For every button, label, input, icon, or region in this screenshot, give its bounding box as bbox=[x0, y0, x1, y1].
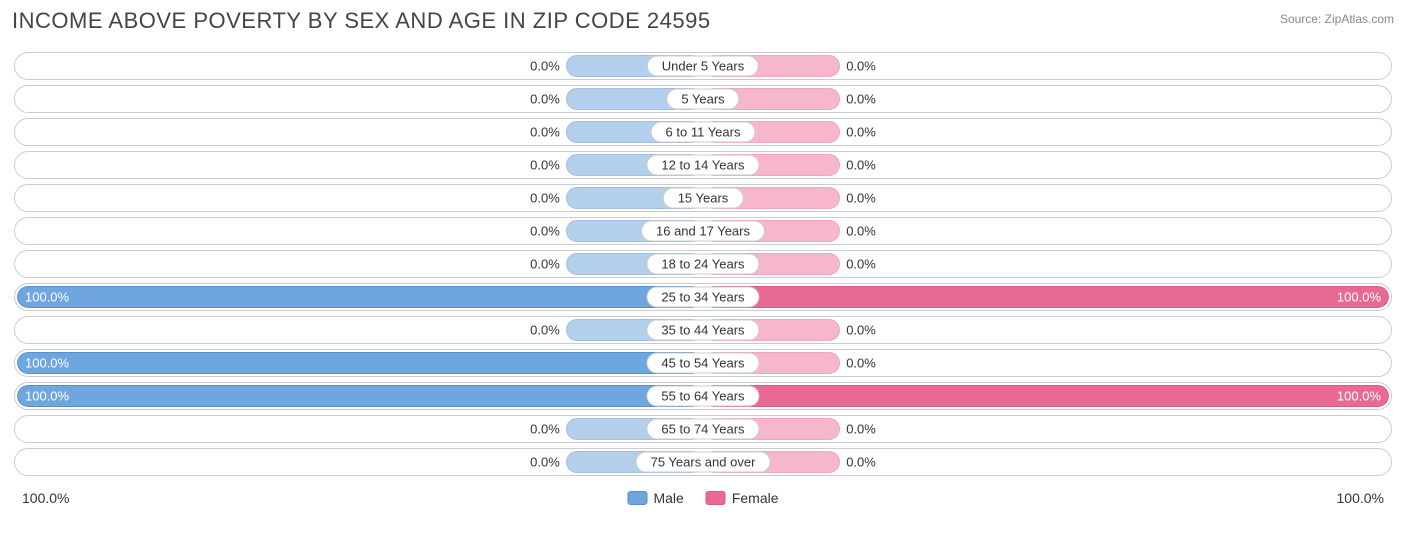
table-row: 0.0% 0.0% 75 Years and over bbox=[14, 448, 1392, 476]
table-row: 0.0% 0.0% 5 Years bbox=[14, 85, 1392, 113]
table-row: 0.0% 0.0% 6 to 11 Years bbox=[14, 118, 1392, 146]
female-bar bbox=[703, 385, 1389, 407]
female-value: 0.0% bbox=[846, 356, 876, 371]
chart-container: INCOME ABOVE POVERTY BY SEX AND AGE IN Z… bbox=[0, 0, 1406, 559]
age-label: 6 to 11 Years bbox=[651, 122, 756, 143]
table-row: 0.0% 0.0% 18 to 24 Years bbox=[14, 250, 1392, 278]
female-value: 0.0% bbox=[846, 191, 876, 206]
female-value: 0.0% bbox=[846, 224, 876, 239]
female-bar bbox=[703, 286, 1389, 308]
male-value: 100.0% bbox=[25, 356, 69, 371]
female-value: 0.0% bbox=[846, 59, 876, 74]
male-value: 100.0% bbox=[25, 290, 69, 305]
age-label: 45 to 54 Years bbox=[646, 353, 759, 374]
male-bar bbox=[17, 385, 703, 407]
age-label: 5 Years bbox=[666, 89, 739, 110]
male-value: 0.0% bbox=[530, 455, 560, 470]
table-row: 0.0% 0.0% Under 5 Years bbox=[14, 52, 1392, 80]
chart-header: INCOME ABOVE POVERTY BY SEX AND AGE IN Z… bbox=[12, 8, 1394, 34]
axis-label-left: 100.0% bbox=[22, 490, 69, 506]
age-label: 18 to 24 Years bbox=[646, 254, 759, 275]
male-bar bbox=[17, 352, 703, 374]
table-row: 0.0% 0.0% 12 to 14 Years bbox=[14, 151, 1392, 179]
male-value: 0.0% bbox=[530, 323, 560, 338]
female-value: 0.0% bbox=[846, 257, 876, 272]
female-value: 0.0% bbox=[846, 125, 876, 140]
male-value: 0.0% bbox=[530, 125, 560, 140]
table-row: 100.0% 100.0% 25 to 34 Years bbox=[14, 283, 1392, 311]
table-row: 0.0% 0.0% 65 to 74 Years bbox=[14, 415, 1392, 443]
male-value: 0.0% bbox=[530, 158, 560, 173]
table-row: 0.0% 0.0% 15 Years bbox=[14, 184, 1392, 212]
age-label: Under 5 Years bbox=[647, 56, 759, 77]
chart-rows: 0.0%0.0%Under 5 Years0.0%0.0%5 Years0.0%… bbox=[12, 52, 1394, 476]
age-label: 12 to 14 Years bbox=[646, 155, 759, 176]
age-label: 25 to 34 Years bbox=[646, 287, 759, 308]
male-value: 0.0% bbox=[530, 92, 560, 107]
age-label: 16 and 17 Years bbox=[641, 221, 765, 242]
female-value: 0.0% bbox=[846, 323, 876, 338]
male-value: 100.0% bbox=[25, 389, 69, 404]
axis-label-right: 100.0% bbox=[1337, 490, 1384, 506]
male-value: 0.0% bbox=[530, 224, 560, 239]
chart-source: Source: ZipAtlas.com bbox=[1280, 8, 1394, 26]
chart-footer: 100.0% Male Female 100.0% bbox=[12, 486, 1394, 510]
legend-female: Female bbox=[706, 490, 779, 506]
table-row: 100.0% 100.0% 55 to 64 Years bbox=[14, 382, 1392, 410]
female-value: 0.0% bbox=[846, 92, 876, 107]
male-swatch-icon bbox=[627, 491, 647, 505]
age-label: 35 to 44 Years bbox=[646, 320, 759, 341]
male-value: 0.0% bbox=[530, 257, 560, 272]
female-value: 0.0% bbox=[846, 422, 876, 437]
legend-male-label: Male bbox=[653, 490, 683, 506]
age-label: 75 Years and over bbox=[636, 452, 771, 473]
female-swatch-icon bbox=[706, 491, 726, 505]
female-value: 100.0% bbox=[1337, 290, 1381, 305]
age-label: 55 to 64 Years bbox=[646, 386, 759, 407]
male-value: 0.0% bbox=[530, 59, 560, 74]
female-value: 0.0% bbox=[846, 455, 876, 470]
table-row: 0.0% 0.0% 16 and 17 Years bbox=[14, 217, 1392, 245]
legend-male: Male bbox=[627, 490, 683, 506]
male-value: 0.0% bbox=[530, 191, 560, 206]
legend-female-label: Female bbox=[732, 490, 779, 506]
age-label: 65 to 74 Years bbox=[646, 419, 759, 440]
chart-title: INCOME ABOVE POVERTY BY SEX AND AGE IN Z… bbox=[12, 8, 711, 34]
male-bar bbox=[17, 286, 703, 308]
chart-legend: Male Female bbox=[627, 490, 778, 506]
age-label: 15 Years bbox=[663, 188, 744, 209]
table-row: 0.0% 0.0% 35 to 44 Years bbox=[14, 316, 1392, 344]
table-row: 100.0% 0.0% 45 to 54 Years bbox=[14, 349, 1392, 377]
female-value: 100.0% bbox=[1337, 389, 1381, 404]
male-value: 0.0% bbox=[530, 422, 560, 437]
female-value: 0.0% bbox=[846, 158, 876, 173]
